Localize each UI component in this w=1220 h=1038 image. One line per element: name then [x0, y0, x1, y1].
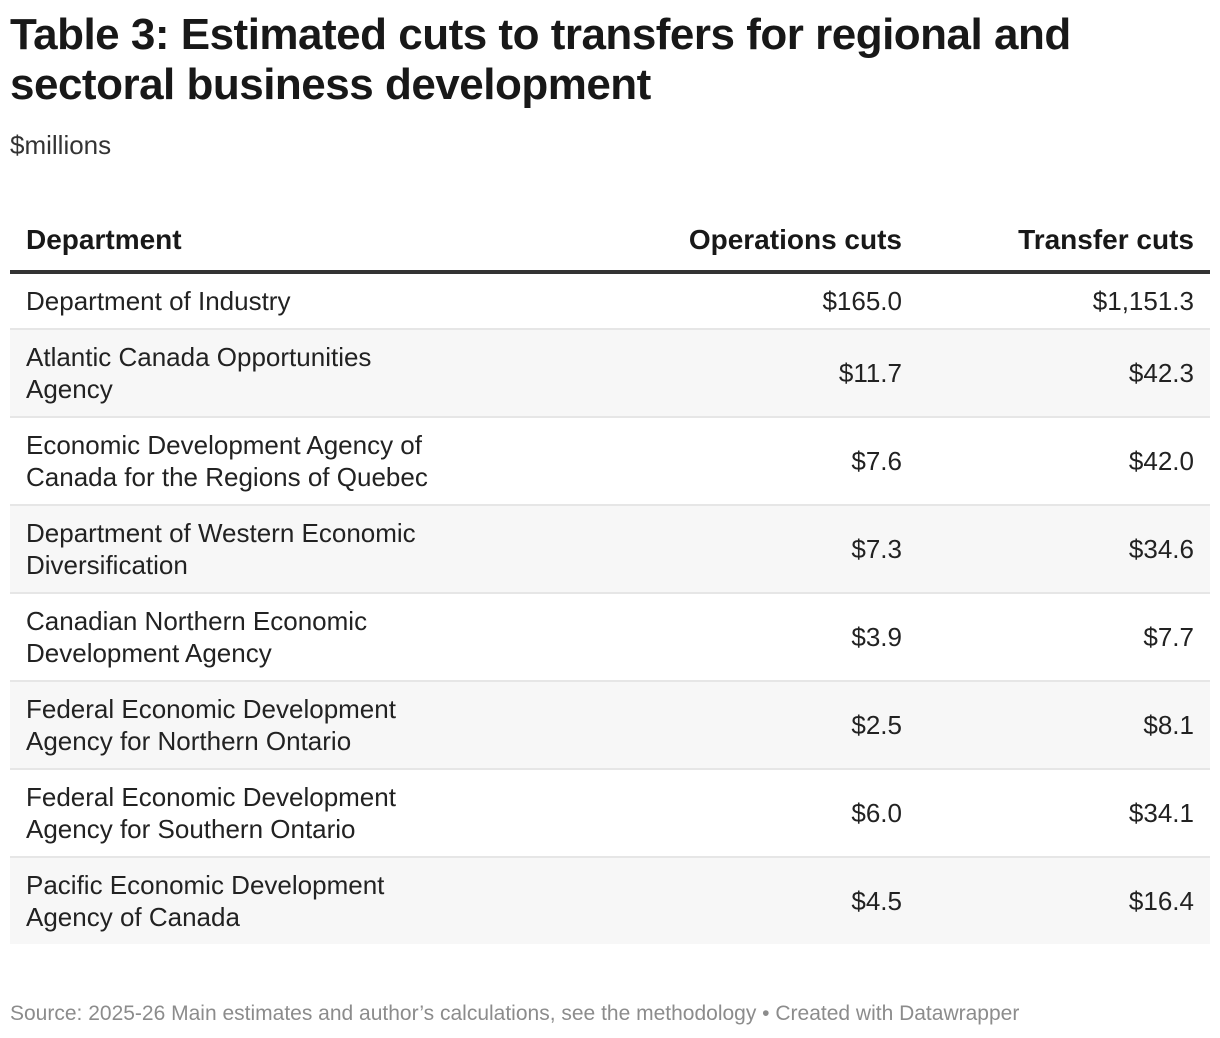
source-footer: Source: 2025-26 Main estimates and autho…: [10, 1002, 1020, 1025]
table-row: Atlantic Canada Opportunities Agency $11…: [10, 329, 1210, 418]
table-row: Department of Western Economic Diversifi…: [10, 505, 1210, 594]
operations-cuts-cell: $7.6: [462, 417, 918, 506]
operations-cuts-cell: $6.0: [462, 769, 918, 858]
table-header-row: Department Operations cuts Transfer cuts: [10, 210, 1210, 274]
operations-cuts-cell: $2.5: [462, 681, 918, 770]
operations-cuts-cell: $4.5: [462, 857, 918, 944]
department-cell: Federal Economic Development Agency for …: [10, 769, 462, 858]
operations-cuts-cell: $7.3: [462, 505, 918, 594]
department-cell: Atlantic Canada Opportunities Agency: [10, 329, 462, 418]
department-cell: Department of Industry: [10, 272, 462, 330]
table-row: Department of Industry $165.0 $1,151.3: [10, 272, 1210, 330]
transfer-cuts-cell: $34.6: [918, 505, 1210, 594]
header-operations-cuts[interactable]: Operations cuts: [462, 210, 918, 274]
transfer-cuts-cell: $1,151.3: [918, 272, 1210, 330]
data-table: Department Operations cuts Transfer cuts…: [10, 210, 1210, 944]
department-cell: Pacific Economic Development Agency of C…: [10, 857, 462, 944]
subtitle: $millions: [10, 130, 112, 160]
transfer-cuts-cell: $42.0: [918, 417, 1210, 506]
department-cell: Department of Western Economic Diversifi…: [10, 505, 462, 594]
table-row: Federal Economic Development Agency for …: [10, 681, 1210, 770]
department-cell: Federal Economic Development Agency for …: [10, 681, 462, 770]
transfer-cuts-cell: $7.7: [918, 593, 1210, 682]
page-title: Table 3: Estimated cuts to transfers for…: [10, 10, 1071, 109]
table-row: Economic Development Agency of Canada fo…: [10, 417, 1210, 506]
transfer-cuts-cell: $34.1: [918, 769, 1210, 858]
transfer-cuts-cell: $16.4: [918, 857, 1210, 944]
table-row: Canadian Northern Economic Development A…: [10, 593, 1210, 682]
operations-cuts-cell: $11.7: [462, 329, 918, 418]
operations-cuts-cell: $3.9: [462, 593, 918, 682]
table-row: Federal Economic Development Agency for …: [10, 769, 1210, 858]
header-transfer-cuts[interactable]: Transfer cuts: [918, 210, 1210, 274]
table-row: Pacific Economic Development Agency of C…: [10, 857, 1210, 944]
transfer-cuts-cell: $42.3: [918, 329, 1210, 418]
operations-cuts-cell: $165.0: [462, 272, 918, 330]
header-department[interactable]: Department: [10, 210, 462, 274]
department-cell: Canadian Northern Economic Development A…: [10, 593, 462, 682]
department-cell: Economic Development Agency of Canada fo…: [10, 417, 462, 506]
transfer-cuts-cell: $8.1: [918, 681, 1210, 770]
